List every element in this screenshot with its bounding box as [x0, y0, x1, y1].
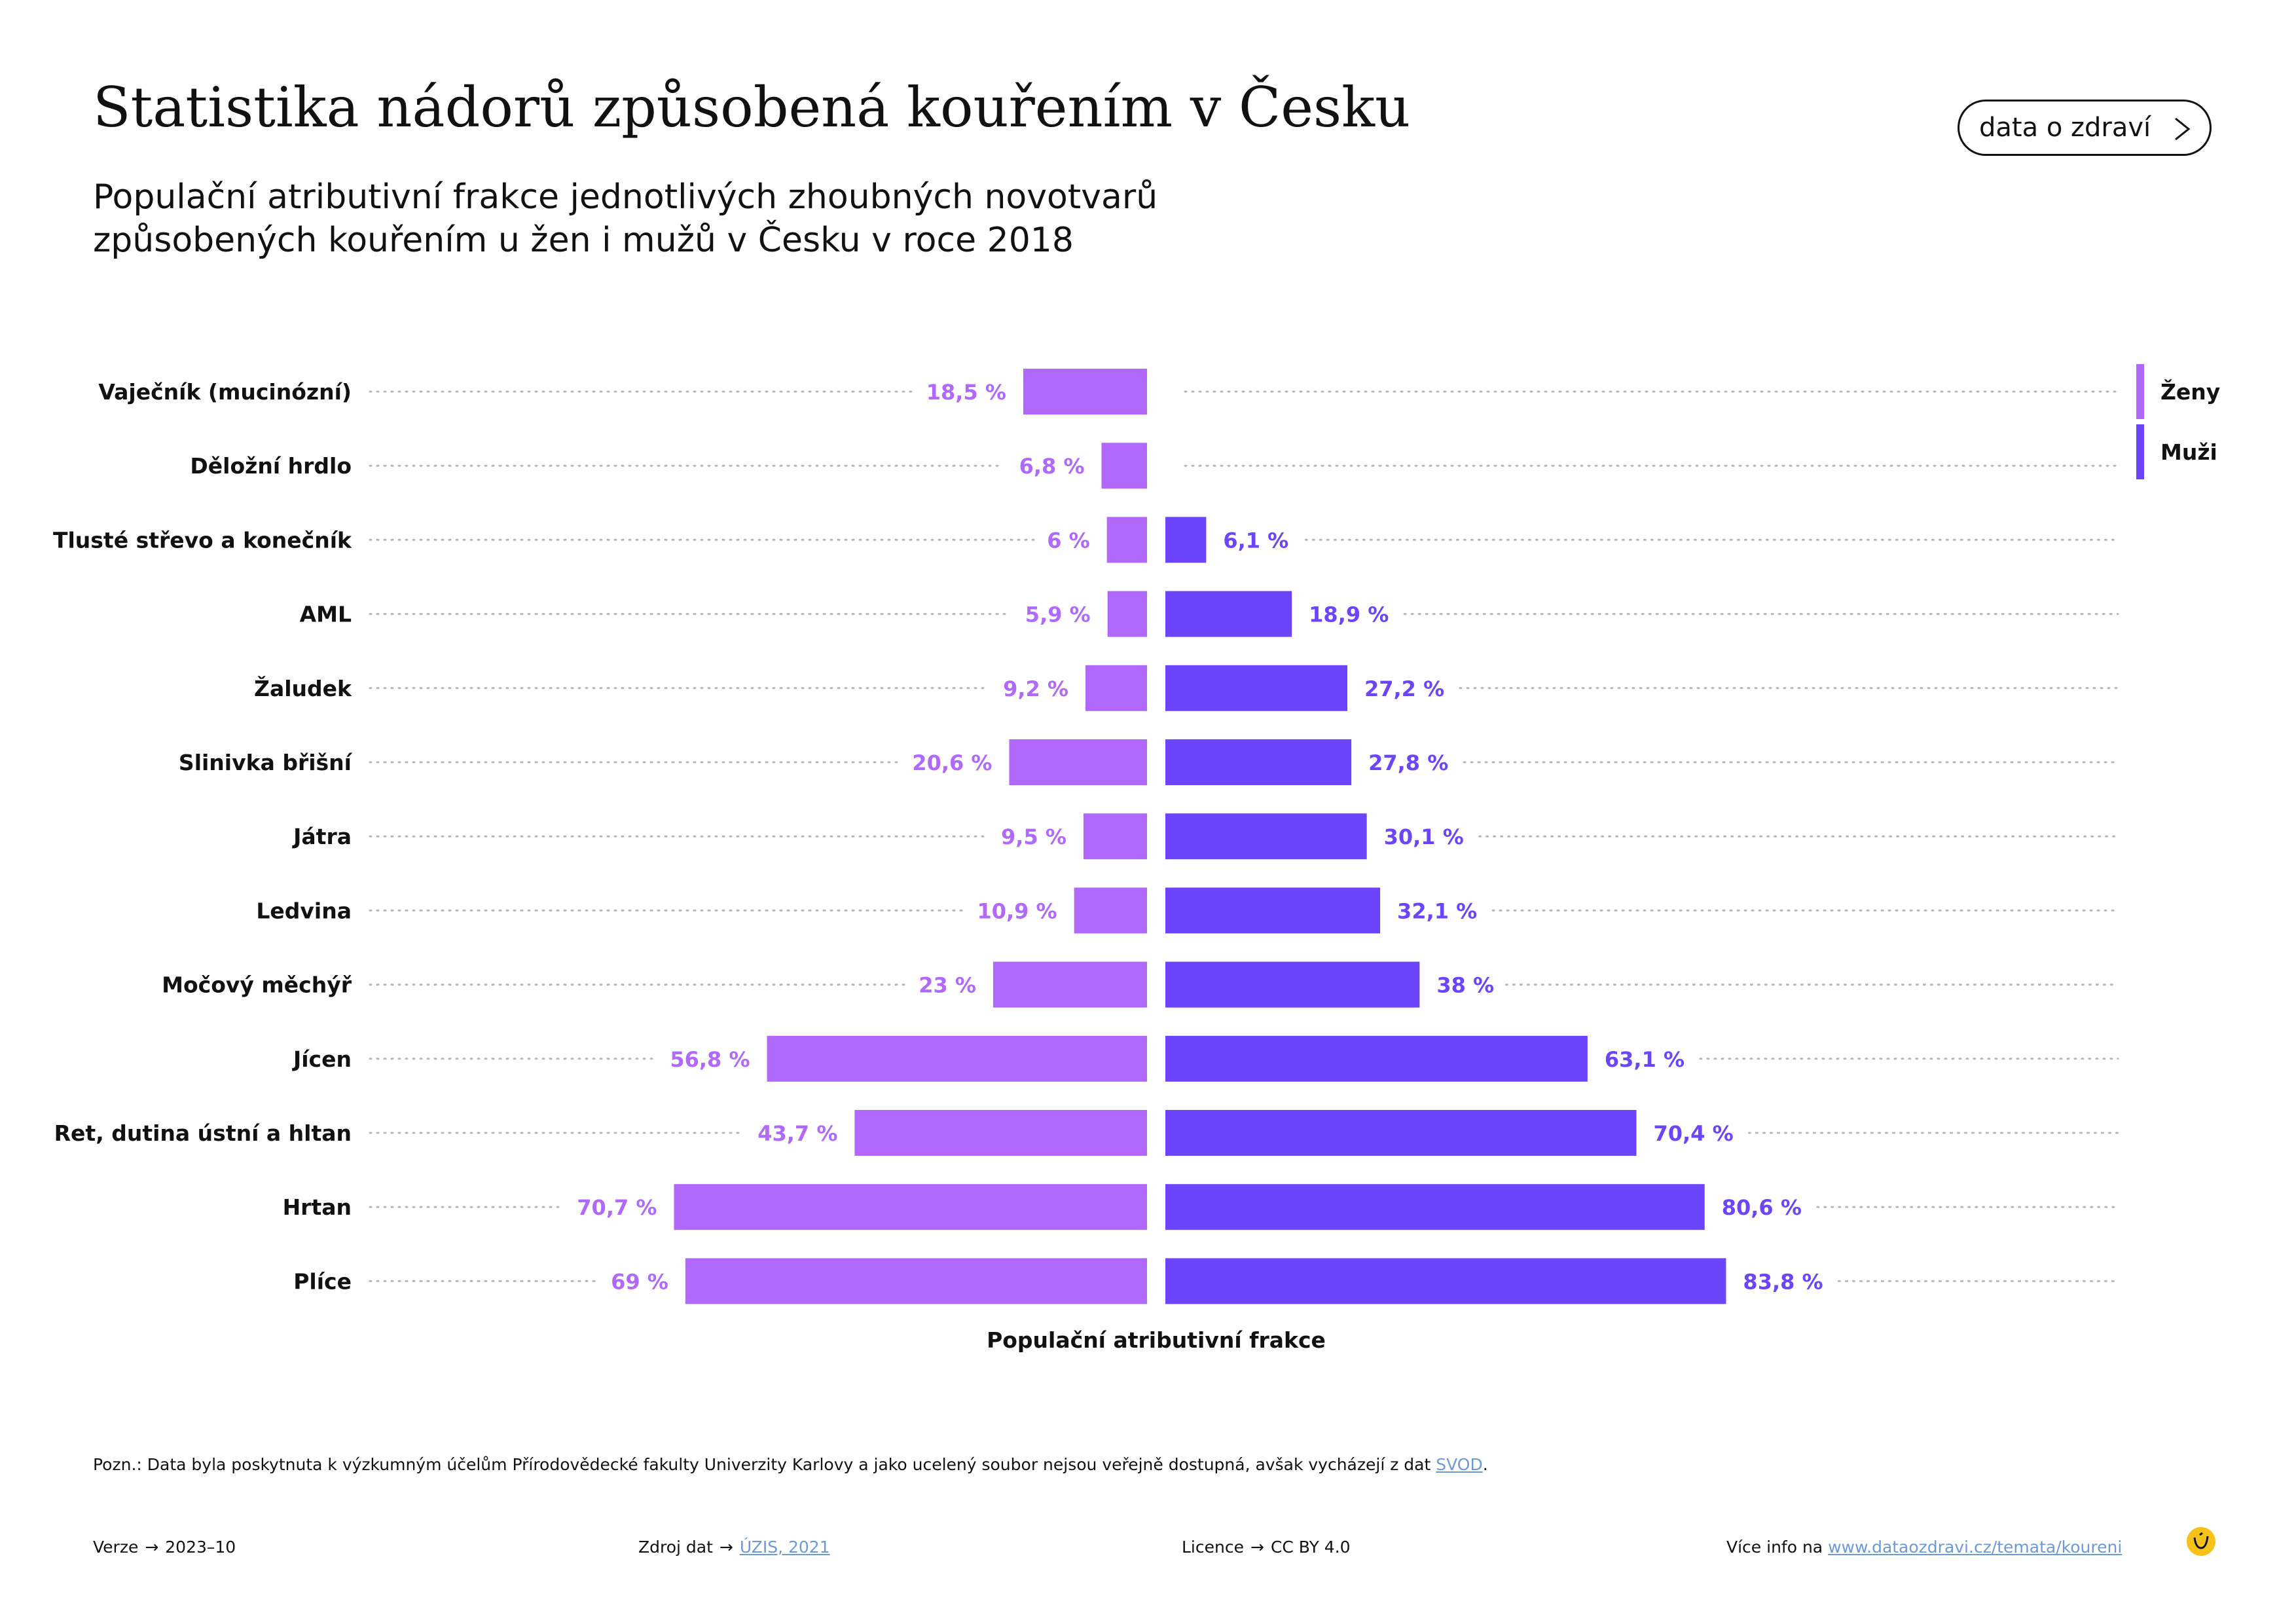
- source-link[interactable]: ÚZIS, 2021: [739, 1538, 830, 1557]
- bar-muzi: [1165, 665, 1347, 711]
- category-label: Plíce: [293, 1268, 352, 1294]
- data-label-muzi: 18,9 %: [1309, 602, 1389, 627]
- legend-swatch-muzi: [2136, 424, 2144, 479]
- category-label: Děložní hrdlo: [190, 453, 352, 479]
- bar-muzi: [1165, 1035, 1588, 1082]
- footer-license-label: Licence: [1182, 1538, 1244, 1557]
- diverging-bar-chart: Vaječník (mucinózní) 18,5 % Děložní hrdlo 6…: [53, 364, 2220, 1353]
- category-label: Vaječník (mucinózní): [98, 379, 352, 405]
- footer-source: Zdroj dat → ÚZIS, 2021: [638, 1538, 830, 1557]
- bar-zeny: [1083, 813, 1147, 860]
- bar-muzi: [1165, 517, 1207, 563]
- arrow-right-icon: →: [1250, 1538, 1264, 1557]
- data-label-zeny: 69 %: [611, 1269, 668, 1294]
- data-label-zeny: 70,7 %: [577, 1195, 657, 1220]
- bar-zeny: [1101, 443, 1147, 489]
- svod-link[interactable]: SVOD: [1436, 1455, 1483, 1474]
- bar-zeny: [993, 961, 1147, 1008]
- data-label-muzi: 80,6 %: [1722, 1195, 1802, 1220]
- data-label-zeny: 43,7 %: [757, 1121, 837, 1146]
- bar-muzi: [1165, 591, 1292, 637]
- footer-more-label: Více info na: [1726, 1538, 1823, 1557]
- data-label-zeny: 23 %: [919, 973, 976, 998]
- data-label-muzi: 32,1 %: [1397, 898, 1477, 923]
- category-label: Játra: [292, 824, 352, 849]
- subtitle-line-1: Populační atributivní frakce jednotlivýc…: [93, 177, 1158, 217]
- footer-version-label: Verze: [93, 1538, 139, 1557]
- bar-zeny: [1023, 369, 1147, 415]
- bar-muzi: [1165, 813, 1367, 860]
- data-label-zeny: 10,9 %: [977, 898, 1057, 923]
- legend-label-zeny: Ženy: [2160, 378, 2220, 405]
- page-subtitle: Populační atributivní frakce jednotlivýc…: [93, 175, 1337, 262]
- category-label: Ret, dutina ústní a hltan: [54, 1120, 352, 1146]
- footnote-end: .: [1482, 1455, 1488, 1474]
- footer-version: Verze → 2023–10: [93, 1538, 236, 1557]
- data-label-zeny: 20,6 %: [912, 750, 992, 775]
- bar-muzi: [1165, 1258, 1726, 1304]
- arrow-right-icon: →: [719, 1538, 733, 1557]
- bar-zeny: [685, 1258, 1147, 1304]
- data-o-zdravi-label: data o zdraví: [1979, 113, 2151, 143]
- data-o-zdravi-button[interactable]: data o zdraví: [1958, 100, 2212, 156]
- bar-zeny: [1106, 517, 1147, 563]
- footer-more-info: Více info na www.dataozdravi.cz/temata/k…: [1726, 1538, 2122, 1557]
- arrow-right-icon: →: [145, 1538, 159, 1557]
- data-label-zeny: 6,8 %: [1019, 454, 1085, 479]
- data-label-zeny: 56,8 %: [670, 1047, 750, 1072]
- data-label-muzi: 63,1 %: [1605, 1047, 1685, 1072]
- data-label-muzi: 30,1 %: [1384, 824, 1464, 849]
- page-title: Statistika nádorů způsobená kouřením v Č…: [93, 75, 1411, 139]
- legend-label-muzi: Muži: [2160, 439, 2217, 465]
- smiley-logo-icon: [2187, 1527, 2215, 1556]
- data-label-zeny: 5,9 %: [1025, 602, 1091, 627]
- footer-license-value: CC BY 4.0: [1270, 1538, 1351, 1557]
- subtitle-line-2: způsobených kouřením u žen i mužů v Česk…: [93, 221, 1074, 260]
- bar-zeny: [1085, 665, 1147, 711]
- more-info-link[interactable]: www.dataozdravi.cz/temata/koureni: [1828, 1538, 2123, 1557]
- bar-muzi: [1165, 1110, 1637, 1156]
- bar-zeny: [1107, 591, 1147, 637]
- bar-zeny: [767, 1035, 1147, 1082]
- data-label-zeny: 18,5 %: [926, 380, 1006, 405]
- chevron-right-icon: [2175, 117, 2191, 141]
- category-label: Žaludek: [254, 675, 352, 701]
- bar-muzi: [1165, 961, 1420, 1008]
- x-axis-label: Populační atributivní frakce: [987, 1327, 1326, 1353]
- category-label: Slinivka břišní: [179, 750, 353, 775]
- data-label-muzi: 27,8 %: [1368, 750, 1448, 775]
- bar-zeny: [674, 1184, 1147, 1230]
- footnote-text: Pozn.: Data byla poskytnuta k výzkumným …: [93, 1455, 1436, 1474]
- data-label-zeny: 9,2 %: [1003, 676, 1068, 701]
- category-label: Hrtan: [283, 1194, 352, 1220]
- bar-muzi: [1165, 739, 1352, 785]
- category-label: Tlusté střevo a konečník: [53, 527, 352, 553]
- category-label: AML: [300, 602, 352, 627]
- data-label-muzi: 6,1 %: [1223, 528, 1288, 553]
- data-label-muzi: 83,8 %: [1743, 1269, 1823, 1294]
- category-label: Močový měchýř: [162, 972, 352, 998]
- data-label-muzi: 70,4 %: [1653, 1121, 1733, 1146]
- bar-zeny: [1009, 739, 1147, 785]
- bar-muzi: [1165, 1184, 1705, 1230]
- data-label-zeny: 9,5 %: [1001, 824, 1066, 849]
- data-label-zeny: 6 %: [1047, 528, 1089, 553]
- bar-zeny: [854, 1110, 1147, 1156]
- footer-source-label: Zdroj dat: [638, 1538, 713, 1557]
- bar-zeny: [1074, 887, 1147, 934]
- data-label-muzi: 38 %: [1436, 973, 1494, 998]
- category-label: Jícen: [292, 1046, 352, 1072]
- footer-license: Licence → CC BY 4.0: [1182, 1538, 1351, 1557]
- category-label: Ledvina: [256, 898, 352, 923]
- legend-swatch-zeny: [2136, 364, 2144, 419]
- footnote: Pozn.: Data byla poskytnuta k výzkumným …: [93, 1455, 1488, 1474]
- footer-version-value: 2023–10: [165, 1538, 236, 1557]
- data-label-muzi: 27,2 %: [1364, 676, 1444, 701]
- bar-muzi: [1165, 887, 1381, 934]
